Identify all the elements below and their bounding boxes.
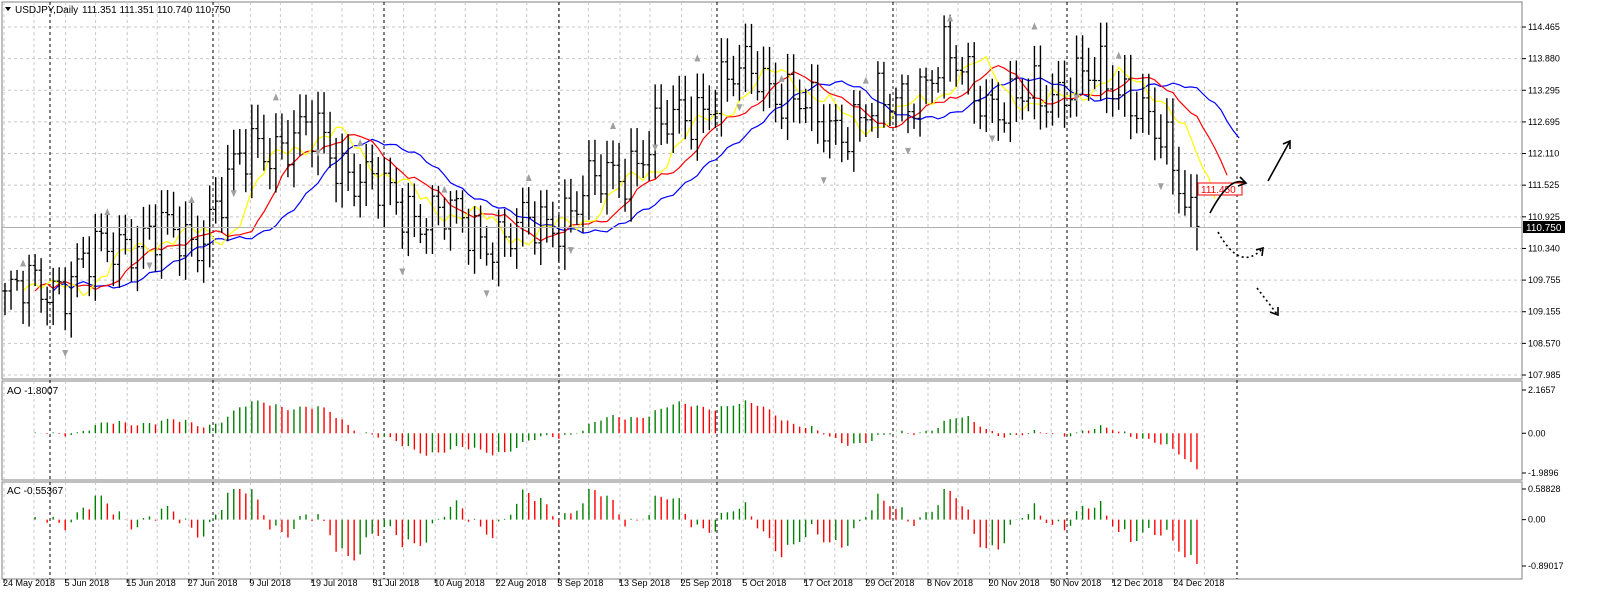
ac-panel-frame: [1, 481, 1523, 580]
forecast-dotted-curve: [1217, 231, 1263, 259]
fractal-down-marker: [315, 149, 322, 157]
price-tick-label: 111.525: [1528, 180, 1559, 190]
time-tick-label: 19 Jul 2018: [311, 578, 358, 588]
time-tick-label: 12 Dec 2018: [1112, 578, 1163, 588]
forecast-arrows: [1209, 139, 1291, 317]
time-tick-label: 30 Nov 2018: [1050, 578, 1101, 588]
fractal-down-marker: [1073, 94, 1080, 102]
price-panel-frame: [1, 1, 1523, 380]
fractal-down-marker: [230, 190, 237, 198]
time-tick-label: 17 Oct 2018: [804, 578, 853, 588]
fractal-up-marker: [694, 54, 701, 62]
time-tick-label: 22 Aug 2018: [496, 578, 547, 588]
fractal-down-marker: [652, 144, 659, 152]
fractal-markers: [20, 14, 1164, 357]
fractal-up-marker: [357, 139, 364, 147]
current-price-badge: [1523, 221, 1565, 233]
ohlc-label: 111.351 111.351 110.740 110.750: [82, 5, 231, 16]
ao-tick-label: 0.00: [1528, 428, 1546, 438]
symbol-label: USDJPY,Daily: [15, 5, 78, 16]
time-tick-label: 31 Jul 2018: [373, 578, 420, 588]
forecast-dotted-down: [1256, 287, 1278, 315]
ac-histogram: [34, 489, 1198, 564]
price-tick-label: 108.570: [1528, 338, 1561, 348]
fractal-up-marker: [188, 196, 195, 204]
ac-axis: 0.58828 0.00 -0.89017: [1522, 484, 1564, 571]
time-tick-label: 3 Sep 2018: [557, 578, 603, 588]
price-tick-label: 109.755: [1528, 275, 1561, 285]
current-price-value: 110.750: [1526, 223, 1562, 234]
fractal-up-marker: [1115, 51, 1122, 59]
price-tick-label: 110.340: [1528, 243, 1560, 253]
fractal-down-marker: [62, 349, 69, 357]
time-tick-label: 27 Jun 2018: [188, 578, 238, 588]
price-tick-label: 107.985: [1528, 370, 1561, 380]
time-axis: 24 May 2018 5 Jun 2018 15 Jun 2018 27 Jun 2…: [3, 578, 1224, 588]
time-tick-label: 10 Aug 2018: [434, 578, 485, 588]
fractal-down-marker: [483, 290, 490, 298]
time-tick-label: 5 Jun 2018: [65, 578, 110, 588]
ac-tick-label: -0.89017: [1528, 561, 1564, 571]
fractal-up-marker: [441, 185, 448, 193]
ac-title: AC -0.55367: [7, 486, 64, 497]
fractal-up-marker: [272, 93, 279, 101]
ao-histogram: [34, 400, 1198, 470]
price-tick-label: 114.465: [1528, 22, 1560, 32]
price-bars: [2, 14, 1200, 338]
ac-tick-label: 0.00: [1528, 515, 1546, 525]
fractal-up-marker: [947, 14, 954, 22]
ao-tick-label: 2.1657: [1528, 385, 1556, 395]
price-tick-label: 113.295: [1528, 85, 1560, 95]
target-price-label: 111.450: [1201, 185, 1236, 196]
fractal-up-marker: [1031, 22, 1038, 30]
time-tick-label: 15 Jun 2018: [126, 578, 176, 588]
price-tick-label: 113.880: [1528, 54, 1560, 64]
fractal-up-marker: [525, 174, 532, 182]
time-tick-label: 9 Jul 2018: [249, 578, 291, 588]
time-tick-label: 24 Dec 2018: [1173, 578, 1224, 588]
fractal-up-marker: [104, 208, 111, 216]
time-tick-label: 8 Nov 2018: [927, 578, 973, 588]
time-tick-label: 24 May 2018: [3, 578, 55, 588]
fractal-down-marker: [905, 147, 911, 155]
chart-header: USDJPY,Daily 111.351 111.351 110.740 110…: [5, 5, 231, 16]
ao-panel-frame: [1, 380, 1523, 481]
time-tick-label: 25 Sep 2018: [681, 578, 732, 588]
price-tick-label: 112.695: [1528, 117, 1560, 127]
ao-title: AO -1.8007: [7, 386, 59, 397]
fractal-down-marker: [146, 262, 153, 270]
fractal-up-marker: [610, 121, 617, 129]
price-axis: 114.465 113.880 113.295 112.695 112.110 111.5…: [1522, 22, 1561, 380]
time-tick-label: 13 Sep 2018: [619, 578, 670, 588]
ac-tick-label: 0.58828: [1528, 484, 1561, 494]
fractal-down-marker: [567, 247, 574, 255]
fractal-down-marker: [399, 268, 406, 276]
time-tick-label: 20 Nov 2018: [989, 578, 1040, 588]
price-tick-label: 109.155: [1528, 307, 1561, 317]
fractal-up-marker: [20, 259, 27, 267]
fractal-down-marker: [989, 135, 996, 143]
price-tick-label: 112.110: [1528, 149, 1559, 159]
ao-tick-label: -1.9896: [1528, 468, 1559, 478]
forecast-up-curve: [1209, 180, 1246, 214]
ao-axis: 2.1657 0.00 -1.9896: [1522, 385, 1559, 478]
forecast-up-arrow: [1267, 140, 1291, 182]
fractal-down-marker: [736, 104, 743, 112]
grid: [2, 2, 1522, 579]
target-price-box: [1197, 182, 1243, 196]
fractal-up-marker: [778, 74, 785, 82]
fractal-up-marker: [862, 76, 869, 84]
price-tick-label: 110.925: [1528, 212, 1560, 222]
dropdown-triangle-icon[interactable]: [5, 7, 11, 11]
fractal-down-marker: [1157, 183, 1164, 191]
fractal-down-marker: [820, 177, 827, 185]
time-tick-label: 5 Oct 2018: [742, 578, 786, 588]
ma-slow-line: [52, 77, 1240, 292]
time-tick-label: 29 Oct 2018: [865, 578, 914, 588]
